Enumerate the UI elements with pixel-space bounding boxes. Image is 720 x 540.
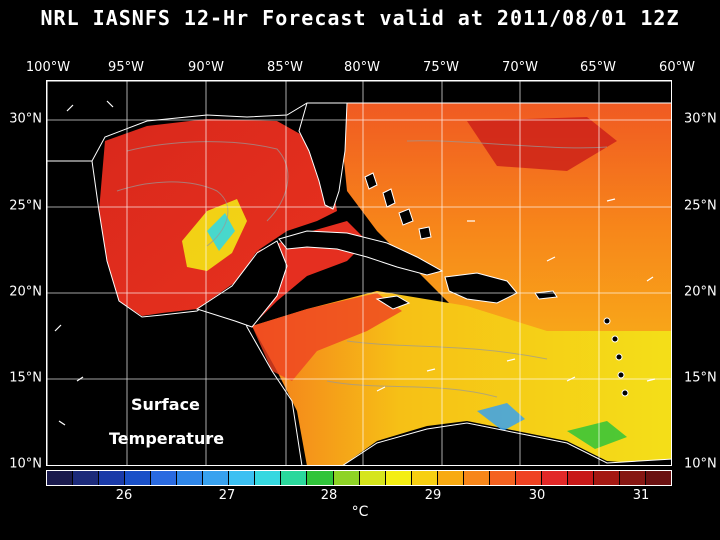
colorbar-tick-27: 27 xyxy=(218,488,236,503)
surface-label: Surface xyxy=(131,395,200,414)
colorbar-segment xyxy=(307,471,334,485)
temperature-colorbar xyxy=(46,470,672,486)
colorbar-segment xyxy=(255,471,282,485)
bathymetry-contours xyxy=(116,140,608,398)
colorbar-segment xyxy=(515,471,542,485)
colorbar-tick-31: 31 xyxy=(632,488,650,503)
temperature-label: Temperature xyxy=(109,429,225,448)
colorbar-segment xyxy=(411,471,438,485)
hispaniola-island xyxy=(444,272,518,304)
lon-label-85w: 85°W xyxy=(267,60,303,75)
colorbar-segment xyxy=(333,471,360,485)
colorbar-segment xyxy=(125,471,152,485)
yucatan-peninsula xyxy=(195,240,288,328)
lon-label-70w: 70°W xyxy=(502,60,538,75)
lat-label-15n-left: 15°N xyxy=(9,370,42,386)
colorbar-segment xyxy=(489,471,516,485)
colorbar-segment xyxy=(203,471,230,485)
venezuela-cool-patch xyxy=(567,421,627,449)
colorbar-segment xyxy=(385,471,412,485)
jamaica-island xyxy=(375,295,411,310)
lat-label-25n-left: 25°N xyxy=(9,198,42,214)
colorbar-tick-30: 30 xyxy=(528,488,546,503)
colorbar-tick-28: 28 xyxy=(320,488,338,503)
colorbar-tick-26: 26 xyxy=(115,488,133,503)
caribbean-warm-west xyxy=(252,293,402,381)
south-america-coast xyxy=(342,422,671,465)
colorbar-segment xyxy=(281,471,308,485)
lat-label-20n-left: 20°N xyxy=(9,284,42,300)
colorbar-segment xyxy=(541,471,568,485)
colorbar-segment xyxy=(437,471,464,485)
lon-label-60w: 60°W xyxy=(659,60,695,75)
lon-label-75w: 75°W xyxy=(423,60,459,75)
atlantic-dark-red-patch xyxy=(467,117,617,171)
lat-label-25n-right: 25°N xyxy=(684,198,717,214)
lat-label-20n-right: 20°N xyxy=(684,284,717,300)
lat-label-15n-right: 15°N xyxy=(684,370,717,386)
colorbar-segment xyxy=(229,471,256,485)
colorbar-segment xyxy=(151,471,178,485)
colorbar-segment xyxy=(177,471,204,485)
colombia-cool-patch xyxy=(477,403,525,431)
lon-label-100w: 100°W xyxy=(25,60,71,75)
colorbar-segment xyxy=(593,471,621,485)
colorbar-segment xyxy=(646,471,672,485)
puerto-rico-island xyxy=(534,290,558,300)
lat-label-10n-right: 10°N xyxy=(684,456,717,472)
colorbar-tick-29: 29 xyxy=(424,488,442,503)
lon-label-65w: 65°W xyxy=(580,60,616,75)
lat-label-30n-right: 30°N xyxy=(684,111,717,127)
colorbar-segment xyxy=(567,471,594,485)
lon-label-90w: 90°W xyxy=(188,60,224,75)
atlantic-ocean xyxy=(342,103,671,381)
graticule-grid xyxy=(47,81,671,465)
colorbar-unit: °C xyxy=(351,504,369,520)
lon-label-80w: 80°W xyxy=(344,60,380,75)
map-canvas xyxy=(47,81,671,465)
colorbar-segment xyxy=(73,471,100,485)
bahamas-islands xyxy=(364,172,432,240)
colorbar-segment xyxy=(463,471,490,485)
lesser-antilles xyxy=(603,317,629,397)
lon-label-95w: 95°W xyxy=(108,60,144,75)
lat-label-10n-left: 10°N xyxy=(9,456,42,472)
colorbar-segment xyxy=(359,471,386,485)
temperature-map: Surface Temperature xyxy=(46,80,672,466)
current-arrows xyxy=(54,100,656,426)
colorbar-segment xyxy=(620,471,647,485)
lat-label-30n-left: 30°N xyxy=(9,111,42,127)
map-title: NRL IASNFS 12-Hr Forecast valid at 2011/… xyxy=(40,6,680,30)
colorbar-segment xyxy=(99,471,126,485)
colorbar-segment xyxy=(47,471,74,485)
cuba-island xyxy=(278,230,444,276)
